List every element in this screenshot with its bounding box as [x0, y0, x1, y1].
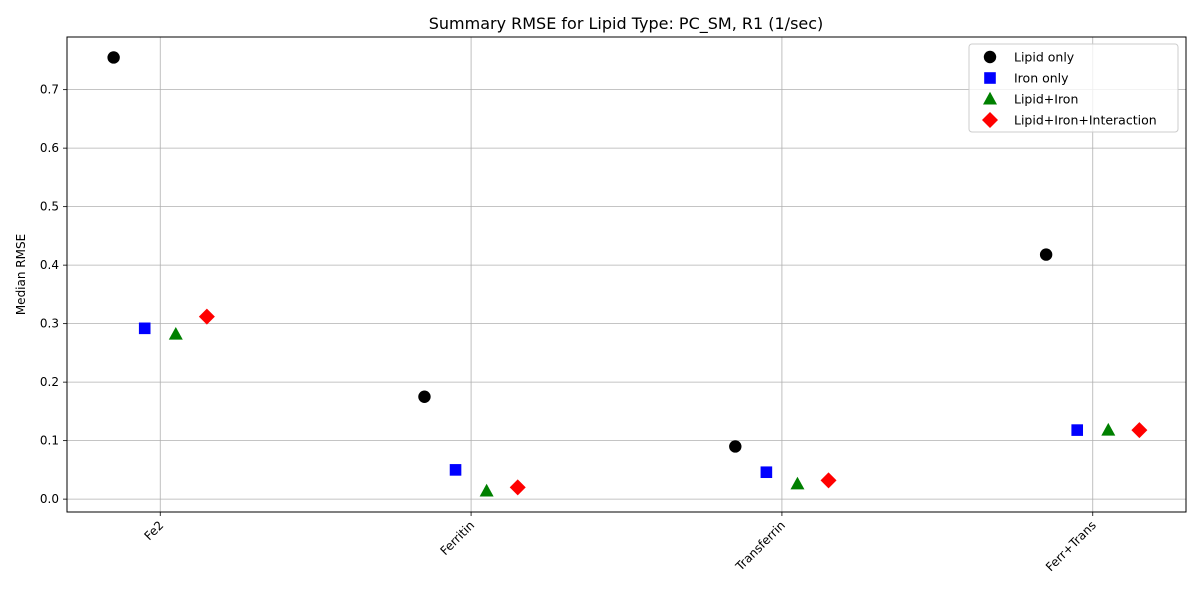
legend-label: Iron only — [1014, 71, 1069, 86]
chart-title: Summary RMSE for Lipid Type: PC_SM, R1 (… — [429, 14, 824, 34]
data-point — [820, 472, 837, 489]
x-tick-label: Fe2 — [141, 518, 166, 543]
y-tick-label: 0.3 — [40, 317, 59, 331]
x-tick-label: Ferr+Trans — [1043, 518, 1099, 574]
data-point — [1071, 424, 1084, 436]
legend-label: Lipid+Iron — [1014, 92, 1078, 107]
x-tick-label: Ferritin — [437, 518, 477, 558]
legend-marker — [983, 50, 997, 64]
legend: Lipid only Iron only Lipid+Iron Lipid+Iron+… — [968, 43, 1179, 133]
legend-label: Lipid only — [1014, 50, 1075, 65]
data-point — [449, 464, 462, 476]
data-point — [760, 466, 773, 479]
legend-label: Lipid+Iron+Interaction — [1014, 113, 1157, 128]
y-axis: 0.0 0.1 0.2 0.3 0.4 0.5 0.6 0.7 — [40, 83, 67, 506]
data-point — [1131, 422, 1148, 439]
data-point — [168, 326, 183, 340]
y-tick-label: 0.2 — [40, 375, 59, 389]
data-point — [790, 476, 805, 490]
x-tick-label: Transferrin — [732, 518, 788, 574]
data-point — [509, 479, 526, 496]
y-tick-label: 0.1 — [40, 434, 59, 448]
data-points — [107, 51, 1148, 497]
data-point — [479, 483, 494, 497]
legend-marker — [982, 112, 998, 128]
legend-box — [968, 43, 1179, 133]
y-tick-label: 0.6 — [40, 141, 59, 155]
data-point — [729, 440, 742, 453]
data-point — [107, 51, 120, 64]
y-tick-label: 0.7 — [40, 83, 59, 97]
y-tick-label: 0.4 — [40, 258, 59, 272]
plot-frame — [66, 36, 1187, 513]
legend-marker — [983, 91, 997, 105]
y-tick-label: 0.0 — [40, 492, 59, 506]
data-point — [418, 390, 431, 403]
y-tick-label: 0.5 — [40, 200, 59, 214]
data-point — [198, 308, 215, 325]
x-axis: Fe2 Ferritin Transferrin Ferr+Trans — [141, 512, 1099, 574]
data-point — [1101, 422, 1116, 436]
data-point — [1039, 248, 1053, 261]
y-axis-label: Median RMSE — [14, 234, 28, 315]
legend-marker — [984, 72, 996, 84]
data-point — [138, 322, 151, 335]
